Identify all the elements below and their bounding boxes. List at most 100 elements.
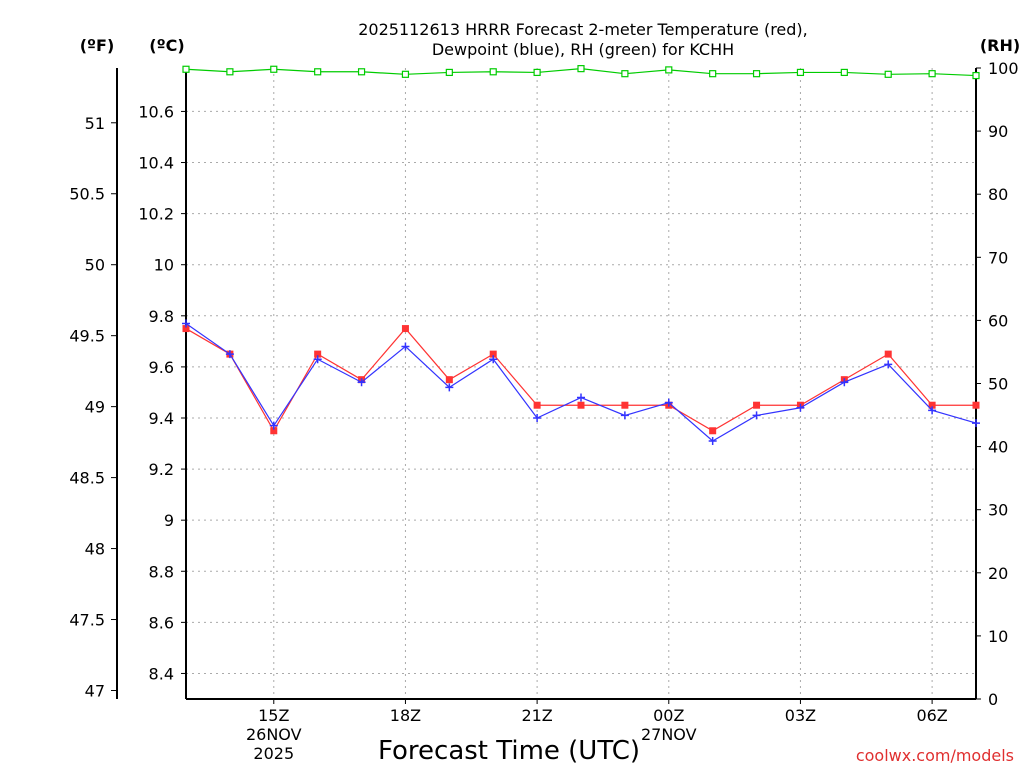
temperature-point <box>533 401 541 409</box>
unit-fahrenheit-label: (ºF) <box>80 36 115 55</box>
y-tick-label-c: 8.6 <box>149 613 174 632</box>
dewpoint-line <box>185 322 977 442</box>
dewpoint-point <box>972 419 980 428</box>
x-tick-year: 2025 <box>253 744 294 763</box>
rh-point <box>182 65 190 73</box>
temperature-point <box>489 350 497 358</box>
y-tick-label-rh: 90 <box>988 122 1008 141</box>
y-tick-label-rh: 60 <box>988 311 1008 330</box>
rh-point <box>972 71 980 80</box>
y-tick-label-f: 48 <box>85 540 105 559</box>
rh-point <box>577 65 585 73</box>
rh-point <box>621 70 629 78</box>
temperature-point <box>709 427 717 435</box>
y-tick-label-c: 9.8 <box>149 307 174 326</box>
chart-title-line1: 2025112613 HRRR Forecast 2-meter Tempera… <box>358 20 808 39</box>
rh-point <box>489 68 497 76</box>
y-tick-label-f: 47.5 <box>69 611 105 630</box>
y-tick-label-c: 9.6 <box>149 358 174 377</box>
dewpoint-point <box>357 378 366 387</box>
y-tick-label-f: 49.5 <box>69 327 105 346</box>
dewpoint-point <box>752 411 761 420</box>
temperature-point <box>621 401 629 409</box>
dewpoint-point <box>620 411 629 420</box>
y-tick-label-rh: 70 <box>988 248 1008 267</box>
temperature-point <box>577 401 585 409</box>
x-axis-title: Forecast Time (UTC) <box>378 736 640 766</box>
rh-point <box>928 70 936 78</box>
rh-point <box>665 66 673 74</box>
x-tick-label: 15Z <box>258 706 289 725</box>
temperature-point <box>445 376 453 384</box>
x-tick-label: 21Z <box>521 706 552 725</box>
rh-point <box>533 68 541 77</box>
rh-point <box>401 70 410 78</box>
y-tick-label-f: 50 <box>85 256 105 275</box>
y-tick-label-f: 48.5 <box>69 469 105 488</box>
rh-point <box>884 70 892 78</box>
temperature-point <box>884 350 892 358</box>
dewpoint-point <box>533 413 542 422</box>
rh-point <box>840 68 848 77</box>
dewpoint-point <box>269 421 278 430</box>
y-tick-label-c: 10.6 <box>138 102 174 121</box>
dewpoint-point <box>313 355 322 364</box>
temperature-point <box>928 401 936 409</box>
dewpoint-point <box>708 436 717 445</box>
y-tick-label-f: 50.5 <box>69 185 105 204</box>
y-tick-label-c: 10.2 <box>138 205 174 224</box>
y-tick-label-c: 9.4 <box>149 409 174 428</box>
dewpoint-point <box>664 398 673 407</box>
y-tick-label-rh: 80 <box>988 185 1008 204</box>
dewpoint-point <box>225 350 234 359</box>
rh-point <box>357 68 366 76</box>
y-tick-label-rh: 50 <box>988 375 1008 394</box>
dewpoint-point <box>489 355 498 364</box>
y-tick-label-rh: 20 <box>988 564 1008 583</box>
y-tick-label-c: 9 <box>164 511 174 530</box>
temperature-point <box>270 427 278 435</box>
gridlines <box>186 68 976 699</box>
y-tick-label-rh: 0 <box>988 690 998 709</box>
x-tick-label: 03Z <box>785 706 816 725</box>
dewpoint-point <box>928 406 937 415</box>
dewpoint-point <box>796 403 805 412</box>
series-layer <box>182 65 980 445</box>
temperature-point <box>753 401 761 409</box>
temperature-point <box>972 401 980 409</box>
y-tick-label-c: 10.4 <box>138 154 174 173</box>
rh-point <box>445 68 453 77</box>
y-tick-label-rh: 40 <box>988 438 1008 457</box>
y-tick-label-rh: 100 <box>988 59 1019 78</box>
temperature-point <box>314 350 322 358</box>
y-tick-label-c: 8.4 <box>149 664 174 683</box>
rh-point <box>752 70 761 78</box>
x-tick-date: 27NOV <box>641 725 697 744</box>
dewpoint-point <box>445 383 454 392</box>
y-tick-label-rh: 10 <box>988 627 1008 646</box>
y-tick-label-rh: 30 <box>988 501 1008 520</box>
x-tick-date: 26NOV <box>246 725 302 744</box>
y-tick-label-c: 8.8 <box>149 562 174 581</box>
rh-point <box>709 70 717 78</box>
y-tick-label-f: 51 <box>85 114 105 133</box>
credit-text: coolwx.com/models <box>856 746 1014 765</box>
rh-point <box>796 68 805 77</box>
dewpoint-point <box>884 360 893 369</box>
dewpoint-point <box>182 319 190 328</box>
rh-point <box>270 65 278 73</box>
x-tick-label: 18Z <box>390 706 421 725</box>
temperature-point <box>182 325 190 333</box>
rh-point <box>226 68 234 76</box>
y-tick-label-f: 47 <box>85 681 105 700</box>
rh-point <box>314 68 322 76</box>
x-tick-label: 00Z <box>653 706 684 725</box>
unit-celsius-label: (ºC) <box>149 36 184 55</box>
x-tick-label: 06Z <box>916 706 947 725</box>
series-rh <box>182 65 980 80</box>
dewpoint-point <box>577 393 585 402</box>
series-dewpoint <box>182 319 980 445</box>
dewpoint-point <box>840 378 849 387</box>
y-tick-label-c: 10 <box>154 256 174 275</box>
